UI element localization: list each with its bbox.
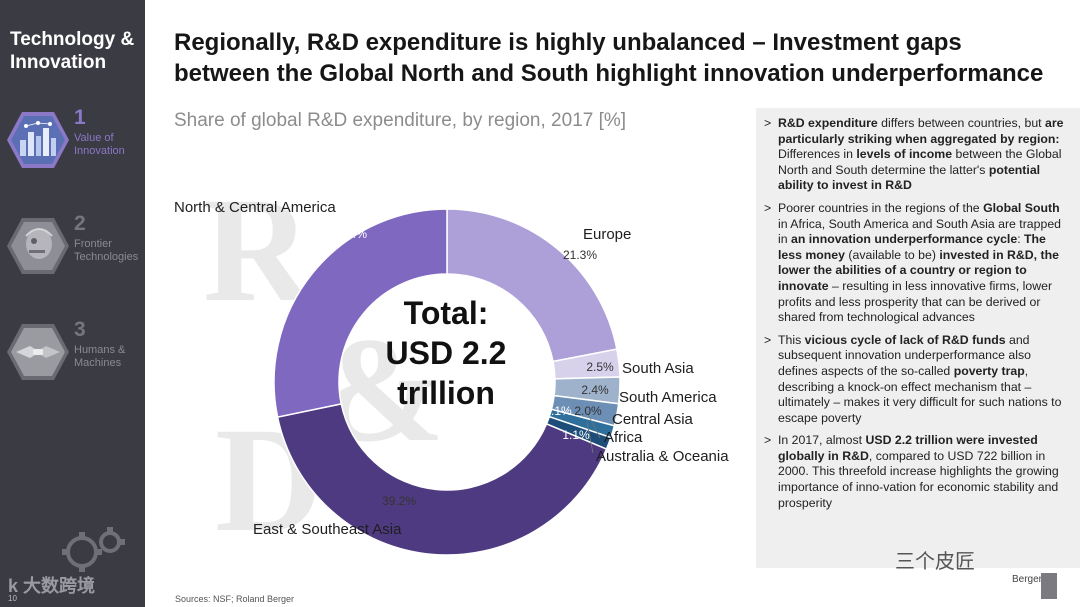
chart-subtitle: Share of global R&D expenditure, by regi… [174,110,627,131]
nav-item-frontier-technologies[interactable]: 2 Frontier Technologies [6,212,142,278]
roland-berger-mark [1041,573,1057,599]
robot-head-icon [7,218,69,274]
section-title-line1: Technology & [10,29,135,50]
slice-category-label: East & Southeast Asia [253,521,402,538]
watermark-prefix: k [8,576,19,596]
slice-value-label: 2.5% [586,360,614,374]
nav-item-number: 2 [74,212,86,235]
bullet-text: (available to be) [845,247,940,262]
bullet-marker: > [764,433,772,448]
donut-chart: R&D 21.3%2.5%2.4%2.0%1.1%1.1%39.2%27.4% … [174,167,729,563]
slice-value-label: 39.2% [382,494,416,508]
bullet-text: Global South [983,200,1060,215]
sources-note: Sources: NSF; Roland Berger [175,594,295,604]
slice-category-label: Australia & Oceania [596,448,729,465]
insight-bullet: > R&D expenditure differs between countr… [764,116,1070,194]
watermark-logo: k 大数跨境 [8,572,95,598]
leader-line [586,421,594,454]
insights-panel: > R&D expenditure differs between countr… [756,108,1080,568]
bullet-text: levels of income [856,147,953,162]
bullet-text: : [1017,232,1025,247]
slice-category-label: North & Central America [174,199,336,216]
slice-category-label: Europe [583,226,631,243]
bullet-text: This [778,332,805,347]
nav-item-number: 1 [74,106,86,129]
insight-bullet: > This vicious cycle of lack of R&D fund… [764,333,1070,427]
page-title: Regionally, R&D expenditure is highly un… [174,27,1064,89]
nav-item-label: Value of Innovation [74,132,125,158]
donut-slice-north-central-america [273,208,448,418]
nav-item-label-line1: Humans & [74,344,126,356]
bullet-text: The less money [778,232,1046,262]
bullet-text: differs between countries, but [877,116,1046,130]
bullet-text: poverty trap [953,363,1025,378]
city-network-icon [7,112,69,168]
bullet-text: and subsequent innovation underperforman… [778,332,1031,378]
insight-bullet: > Poorer countries in the regions of the… [764,201,1070,326]
chart-total-label: Total: USD 2.2 trillion [376,293,516,413]
page-title-line2: between the Global North and South highl… [174,60,1044,87]
bullet-marker: > [764,332,772,347]
nav-item-label-line1: Frontier [74,238,112,250]
bullet-text: invested in R&D, the lower the abilities… [778,247,1059,293]
nav-item-label-line2: Machines [74,357,122,369]
slice-category-label: Africa [604,429,643,446]
nav-item-label-line1: Value of [74,132,114,144]
bullet-text: , compared to USD 722 billion in 2000. T… [778,448,1059,510]
nav-item-label: Humans & Machines [74,344,125,370]
bullet-text: between the Global North and South deter… [778,147,1062,177]
nav-item-label-line2: Innovation [74,145,125,157]
gear-icon [62,527,125,572]
nav-item-label: Frontier Technologies [74,238,138,264]
slice-category-label: South America [619,389,717,406]
wechat-watermark: 三个皮匠 [895,551,975,573]
handshake-icon [7,324,69,380]
slice-value-label: 2.4% [581,383,609,397]
donut-slice-east-southeast-asia [276,402,608,556]
bullet-text: Poorer countries in the regions of the [778,200,984,215]
bullet-text: an innovation underperformance cycle [791,232,1018,247]
nav-item-humans-machines[interactable]: 3 Humans & Machines [6,318,142,384]
bullet-text: – resulting in less innovative firms, lo… [778,278,1053,325]
sidebar: Technology & Innovation 1 Value of Innov… [0,0,145,607]
section-title-line2: Innovation [10,52,107,73]
nav-item-number: 3 [74,318,86,341]
bullet-text: vicious cycle of lack of R&D funds [804,332,1006,347]
bullet-marker: > [764,116,772,130]
leader-line [584,407,601,439]
bullet-text: Differences in [778,147,857,162]
slice-value-label: 27.4% [333,227,367,241]
slice-value-label: 21.3% [563,248,597,262]
total-line1: Total: [403,295,489,331]
bullet-text: potential ability to invest in R&D [778,162,1041,193]
bullet-text: are particularly striking when aggregate… [778,116,1064,146]
bullet-text: In 2017, almost [778,433,866,448]
section-title[interactable]: Technology & Innovation [10,28,134,74]
nav-item-value-of-innovation[interactable]: 1 Value of Innovation [6,106,142,172]
bullet-text: USD 2.2 trillion were invested globally … [778,433,1038,463]
page-title-line1: Regionally, R&D expenditure is highly un… [174,29,962,56]
bullet-text: , describing a knock-on effect mechanism… [778,363,1062,425]
slice-value-label: 1.1% [544,404,572,418]
watermark-text: 大数跨境 [23,576,96,596]
bullet-text: R&D expenditure [778,116,878,130]
total-line2: USD 2.2 [385,335,507,371]
insight-bullet: > In 2017, almost USD 2.2 trillion were … [764,433,1070,511]
slice-value-label: 1.1% [562,428,590,442]
total-line3: trillion [397,375,495,411]
slice-category-label: South Asia [622,360,694,377]
slice-category-label: Central Asia [612,411,694,428]
nav-item-label-line2: Technologies [74,251,139,263]
bullet-text: in Africa, South America and South Asia … [778,216,1062,247]
roland-berger-logo: Berger [1012,574,1043,585]
slice-value-label: 2.0% [574,404,602,418]
page-number: 10 [8,594,17,603]
bullet-marker: > [764,200,772,215]
